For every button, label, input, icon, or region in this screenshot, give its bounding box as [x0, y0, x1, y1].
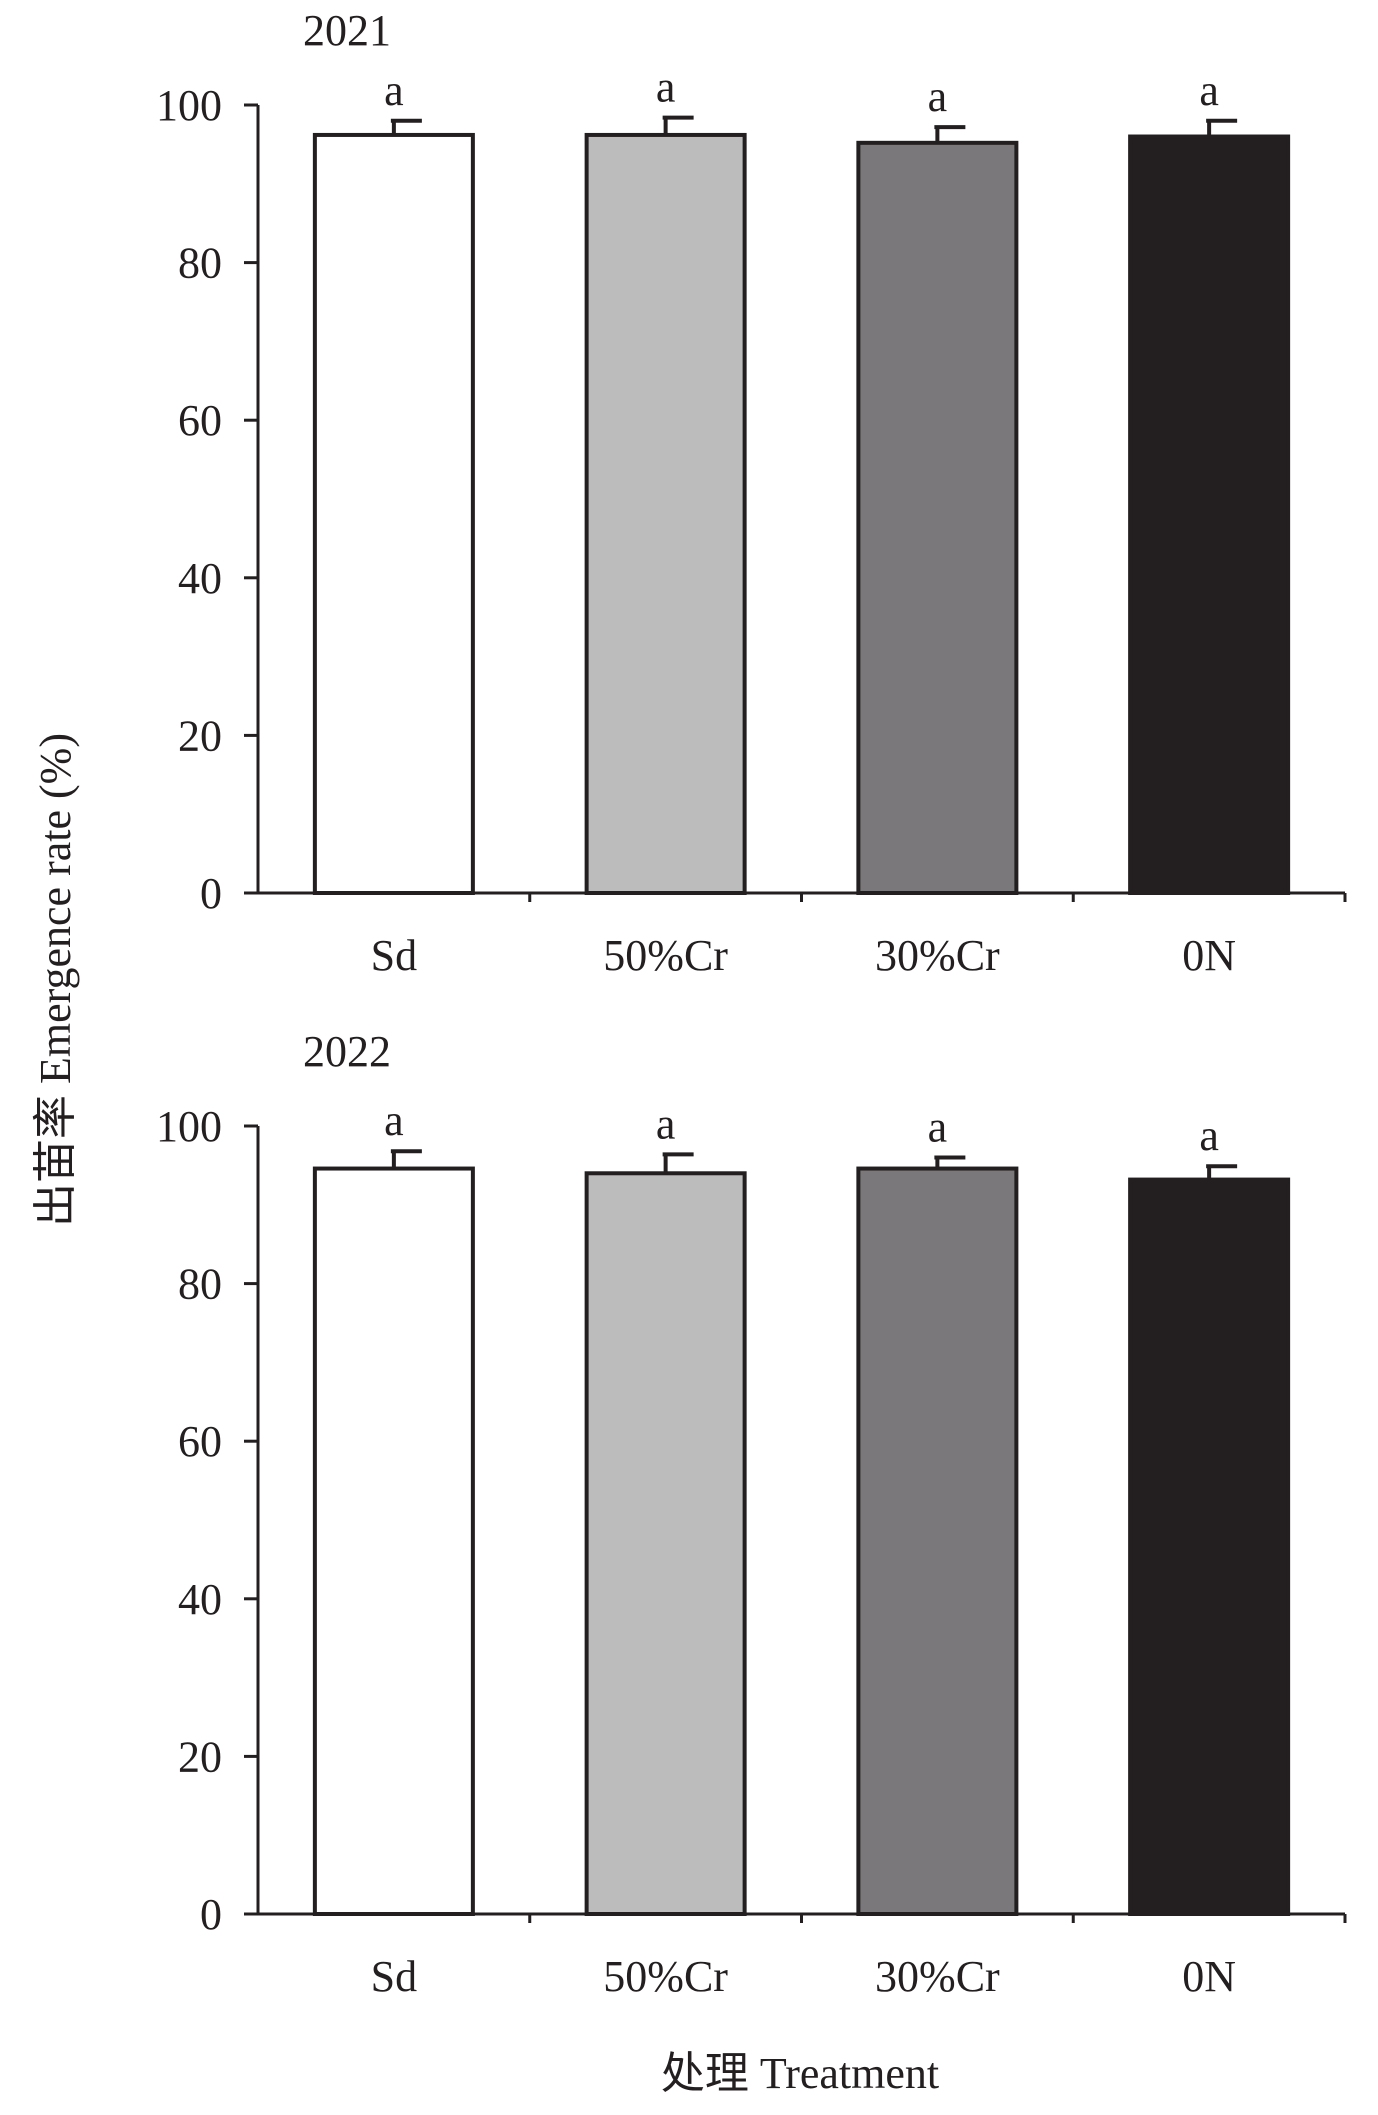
panel-1-y-tick-label: 60 — [178, 396, 222, 445]
panel-2-y-tick-label: 60 — [178, 1417, 222, 1466]
panel-2-x-tick-label: 50%Cr — [603, 1952, 728, 2001]
panel-1-bar-30%Cr — [856, 140, 1019, 896]
panel-2-x-tick-label: 30%Cr — [875, 1952, 1000, 2001]
panel-2-significance-label: a — [928, 1103, 948, 1152]
panel-2-significance-label: a — [656, 1099, 676, 1148]
panel-2-significance-label: a — [384, 1096, 404, 1145]
panel-1-x-tick-label: 0N — [1182, 931, 1236, 980]
y-axis-label: 出苗率 Emergence rate (%) — [31, 733, 80, 1227]
panel-1-x-tick-label: 50%Cr — [603, 931, 728, 980]
panel-2-y-tick-label: 80 — [178, 1260, 222, 1309]
panel-1-y-tick-label: 20 — [178, 711, 222, 760]
x-axis-label: 处理 Treatment — [661, 2049, 939, 2098]
panel-1-bar-0N — [1128, 134, 1291, 895]
panel-2-bar-0N — [1128, 1177, 1291, 1916]
panel-2-significance-label: a — [1199, 1111, 1219, 1160]
panel-1-y-tick-label: 100 — [156, 81, 222, 130]
panel-1-x-tick-label: Sd — [371, 931, 417, 980]
panel-1-bar-50%Cr — [584, 132, 747, 896]
panel-1-significance-label: a — [1199, 66, 1219, 115]
panel-2-bar-Sd — [312, 1166, 475, 1916]
panel-2-y-tick-label: 20 — [178, 1732, 222, 1781]
panel-1-title: 2021 — [303, 6, 391, 55]
panel-1-significance-label: a — [928, 72, 948, 121]
panel-2-x-tick-label: Sd — [371, 1952, 417, 2001]
panel-2-y-tick-label: 40 — [178, 1575, 222, 1624]
panel-1-y-tick-label: 0 — [200, 869, 222, 918]
panel-1-y-tick-label: 80 — [178, 239, 222, 288]
panel-1-y-tick-label: 40 — [178, 554, 222, 603]
panel-1-bar-Sd — [312, 132, 475, 896]
panel-2-bar-30%Cr — [856, 1166, 1019, 1916]
panel-2-y-tick-label: 100 — [156, 1102, 222, 1151]
panel-2-y-tick-label: 0 — [200, 1890, 222, 1939]
panel-1-x-tick-label: 30%Cr — [875, 931, 1000, 980]
panel-2-bar-50%Cr — [584, 1171, 747, 1916]
panel-2-title: 2022 — [303, 1027, 391, 1076]
panel-2-x-tick-label: 0N — [1182, 1952, 1236, 2001]
panel-1-significance-label: a — [656, 63, 676, 112]
panel-1-significance-label: a — [384, 66, 404, 115]
